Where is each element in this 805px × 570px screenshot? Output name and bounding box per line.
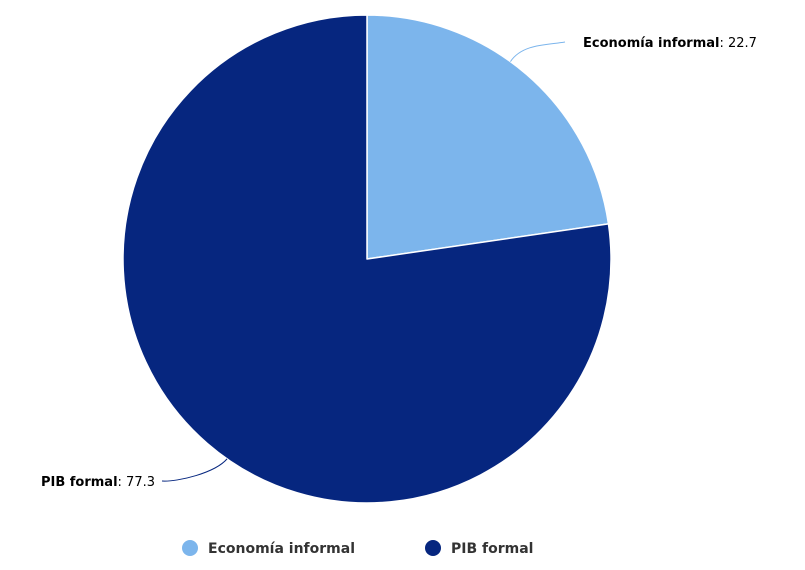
legend-item[interactable]: Economía informal: [182, 540, 355, 557]
legend-marker: [182, 540, 198, 556]
pie-slice-pib-formal[interactable]: [122, 14, 612, 504]
legend-item[interactable]: PIB formal: [425, 540, 533, 557]
legend-label: Economía informal: [208, 541, 355, 557]
legend: Economía informal PIB formal: [182, 540, 533, 557]
data-label-value: : 77.3: [118, 475, 155, 490]
data-label-category: Economía informal: [583, 36, 720, 51]
legend-label: PIB formal: [451, 541, 533, 557]
label-connectors: [161, 41, 566, 482]
pie-slice-econom-a-informal[interactable]: [366, 14, 610, 260]
data-label-value: : 22.7: [720, 36, 757, 51]
pie-slices: [122, 14, 612, 504]
data-label: Economía informal: 22.7: [583, 36, 757, 51]
legend-marker: [425, 540, 441, 556]
data-label: PIB formal: 77.3: [41, 475, 155, 490]
connector-line: [161, 458, 228, 482]
connector-line: [510, 41, 566, 62]
data-labels: Economía informal: 22.7 PIB formal: 77.3: [41, 36, 757, 490]
data-label-category: PIB formal: [41, 475, 118, 490]
